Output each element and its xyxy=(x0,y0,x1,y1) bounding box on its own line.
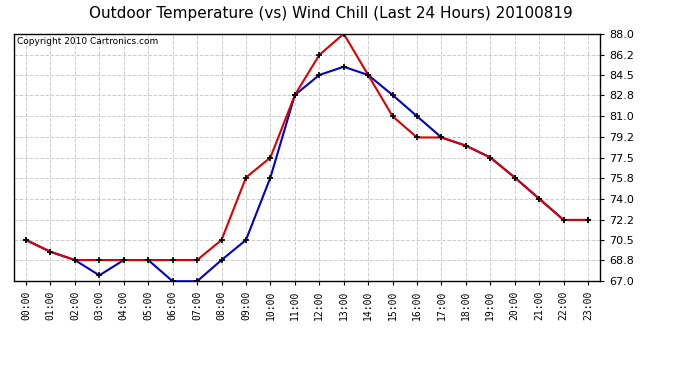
Text: Outdoor Temperature (vs) Wind Chill (Last 24 Hours) 20100819: Outdoor Temperature (vs) Wind Chill (Las… xyxy=(89,6,573,21)
Text: Copyright 2010 Cartronics.com: Copyright 2010 Cartronics.com xyxy=(17,38,158,46)
